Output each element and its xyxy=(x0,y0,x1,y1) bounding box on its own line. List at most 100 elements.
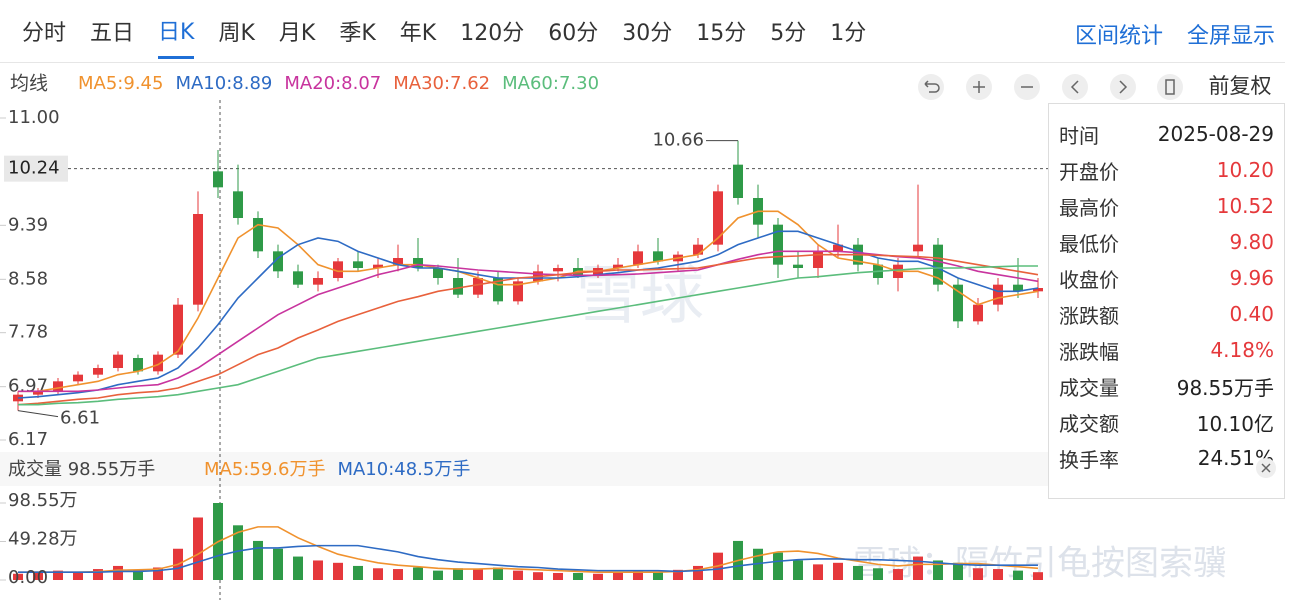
candle-body xyxy=(973,304,983,322)
volume-bar xyxy=(93,569,103,580)
tab[interactable]: 五日 xyxy=(90,21,135,46)
fullscreen[interactable]: 全屏显示 xyxy=(1186,24,1275,49)
volume-bar xyxy=(373,568,383,580)
divider xyxy=(0,62,1285,63)
info-row: 成交额 10.10亿 xyxy=(1049,404,1284,440)
tab[interactable]: 30分 xyxy=(622,21,673,46)
ma-line xyxy=(18,250,1039,393)
toolbar[interactable] xyxy=(918,74,1183,100)
candle-body xyxy=(633,251,643,265)
volume-tick-label: 0.00 xyxy=(8,567,48,588)
tab[interactable]: 60分 xyxy=(548,21,599,46)
volume-bar xyxy=(353,565,363,580)
volume-bar xyxy=(493,567,503,580)
legend-entry: MA60:7.30 xyxy=(502,73,599,94)
info-label: 最低价 xyxy=(1059,231,1119,256)
candle-body xyxy=(213,171,223,188)
volume-bar xyxy=(313,560,323,580)
ma-line xyxy=(17,253,1039,406)
candle-body xyxy=(433,268,443,278)
info-value: 9.80 xyxy=(1229,230,1274,254)
legend-entry: MA5:59.6万手 xyxy=(204,459,325,480)
candle-body xyxy=(413,258,423,268)
candle-body xyxy=(733,164,743,198)
adjust-mode[interactable]: 前复权 xyxy=(1209,74,1272,98)
volume-bar xyxy=(773,552,783,580)
candle-body xyxy=(773,224,783,265)
volume-bar xyxy=(833,562,843,580)
tab[interactable]: 15分 xyxy=(696,21,747,46)
tab[interactable]: 周K xyxy=(218,21,255,46)
volume-bar xyxy=(933,560,943,580)
candle-body xyxy=(93,368,103,375)
ma-line xyxy=(18,544,1038,573)
candle-body xyxy=(993,284,1003,305)
candle-body xyxy=(33,391,43,395)
volume-bar xyxy=(253,540,263,580)
info-row: 涨跌幅 4.18% xyxy=(1049,332,1284,368)
volume-bar xyxy=(673,569,683,580)
y-tick-label: 6.17 xyxy=(8,429,48,450)
legend-entry: MA20:8.07 xyxy=(284,73,381,94)
legend-entry: MA10:48.5万手 xyxy=(337,459,470,480)
candle-body xyxy=(393,258,403,265)
candle-body xyxy=(493,278,503,302)
tab[interactable]: 年K xyxy=(399,21,437,46)
candle-body xyxy=(793,264,803,268)
tab[interactable]: 季K xyxy=(339,21,376,46)
candle-body xyxy=(833,244,843,252)
info-row: 最高价 10.52 xyxy=(1049,188,1284,224)
candle-body xyxy=(693,244,703,255)
info-row: 最低价 9.80 xyxy=(1049,224,1284,260)
candle-body xyxy=(173,304,183,355)
candle-body xyxy=(313,278,323,285)
volume-bar xyxy=(693,565,703,580)
tab[interactable]: 120分 xyxy=(460,21,525,46)
volume-bar xyxy=(1033,572,1043,580)
volume-bar xyxy=(573,572,583,580)
range-stats[interactable]: 区间统计 xyxy=(1074,24,1163,49)
info-value: 10.10亿 xyxy=(1196,411,1274,436)
info-value: 10.20 xyxy=(1216,158,1274,182)
volume-bar xyxy=(813,564,823,580)
volume-bar xyxy=(553,572,563,580)
info-value: 2025-08-29 xyxy=(1157,122,1274,146)
tab[interactable]: 月K xyxy=(278,21,316,46)
volume-bar xyxy=(113,565,123,580)
y-tick-label: 7.78 xyxy=(8,322,48,343)
ma-title: 均线 xyxy=(10,73,48,95)
ma-line xyxy=(18,210,1039,393)
candle-body xyxy=(553,268,563,272)
candle-body xyxy=(953,284,963,322)
candle-body xyxy=(1033,288,1043,292)
links: 区间统计 全屏显示 xyxy=(1051,18,1275,50)
tab[interactable]: 分时 xyxy=(22,21,67,46)
volume-bar xyxy=(13,573,23,580)
volume-bar xyxy=(1013,570,1023,580)
candle-body xyxy=(353,261,363,268)
annotation: 6.61 xyxy=(60,408,100,429)
volume-bar xyxy=(893,569,903,580)
candle-body xyxy=(333,261,343,278)
info-label: 最高价 xyxy=(1059,195,1119,220)
candle-body xyxy=(73,374,83,382)
candle-body xyxy=(373,264,383,268)
annotation: 10.66 xyxy=(652,130,704,151)
volume-bar xyxy=(633,570,643,580)
candle-body xyxy=(613,264,623,268)
info-row: 收盘价 9.96 xyxy=(1049,260,1284,296)
legend-entry: MA30:7.62 xyxy=(393,73,490,94)
volume-bar xyxy=(53,570,63,580)
candle-body xyxy=(193,214,203,305)
volume-bar xyxy=(473,569,483,580)
tab[interactable]: 5分 xyxy=(770,21,807,46)
candle-body xyxy=(113,354,123,368)
candle-body xyxy=(933,244,943,285)
volume-bar xyxy=(973,568,983,580)
tab[interactable]: 日K xyxy=(158,4,195,59)
y-tick-label: 9.39 xyxy=(8,214,48,235)
volume-bar xyxy=(273,548,283,580)
tab[interactable]: 1分 xyxy=(830,21,867,46)
candle-body xyxy=(913,244,923,252)
info-label: 收盘价 xyxy=(1059,267,1119,292)
